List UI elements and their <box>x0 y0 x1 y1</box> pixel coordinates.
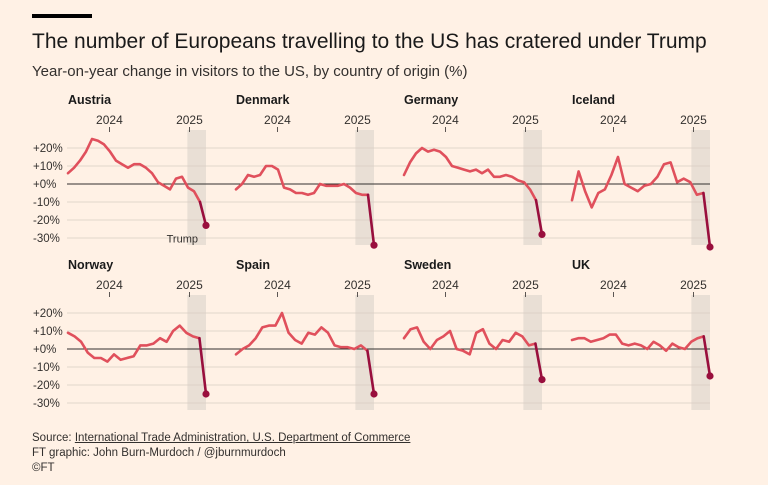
chart-title: The number of Europeans travelling to th… <box>32 30 707 53</box>
x-tick-label: 2024 <box>96 278 123 292</box>
series-line <box>402 146 538 202</box>
panel-title: UK <box>572 258 590 272</box>
x-tick-label: 2024 <box>600 278 627 292</box>
y-tick-label: +0% <box>33 179 56 191</box>
x-tick-label: 2025 <box>512 278 539 292</box>
y-tick-label: +10% <box>33 161 63 173</box>
panel-denmark: Denmark 2024 2025 <box>234 93 378 249</box>
y-tick-label: -30% <box>33 398 60 410</box>
y-tick-label: -10% <box>33 362 60 374</box>
panel-germany: Germany 2024 2025 <box>402 93 546 245</box>
latest-point <box>706 243 714 251</box>
shade-2025 <box>187 295 206 410</box>
recent-drop-line <box>534 198 544 236</box>
recent-drop-line <box>198 200 208 227</box>
recent-drop-line <box>702 335 712 378</box>
latest-point <box>370 241 378 249</box>
shade-2025 <box>187 130 206 245</box>
ft-top-rule <box>32 14 92 18</box>
panel-uk: UK 2024 2025 <box>570 258 714 410</box>
shade-2025 <box>691 295 710 410</box>
x-tick-label: 2024 <box>264 113 291 127</box>
y-tick-label: -20% <box>33 215 60 227</box>
y-tick-label: -20% <box>33 380 60 392</box>
panel-iceland: Iceland 2024 2025 <box>570 93 714 251</box>
y-tick-label: -10% <box>33 197 60 209</box>
copyright: ©FT <box>32 462 55 474</box>
latest-point <box>538 376 546 384</box>
y-tick-label: +20% <box>33 308 63 320</box>
x-tick-label: 2024 <box>432 113 459 127</box>
latest-point <box>370 390 378 398</box>
recent-drop-line <box>534 342 544 381</box>
shade-2025 <box>523 295 542 410</box>
source-prefix: Source: <box>32 432 75 444</box>
panel-title: Iceland <box>572 93 615 107</box>
latest-point <box>202 390 210 398</box>
x-tick-label: 2025 <box>344 278 371 292</box>
y-tick-label: +20% <box>33 143 63 155</box>
x-tick-label: 2025 <box>344 113 371 127</box>
latest-point <box>706 372 714 380</box>
recent-drop-line <box>702 191 712 249</box>
x-tick-label: 2025 <box>176 278 203 292</box>
latest-point <box>202 221 210 229</box>
panel-title: Germany <box>404 93 458 107</box>
x-tick-label: 2024 <box>96 113 123 127</box>
series-line <box>66 324 201 363</box>
latest-point <box>538 230 546 238</box>
panel-title: Sweden <box>404 258 451 272</box>
x-tick-label: 2025 <box>176 113 203 127</box>
shade-2025 <box>523 130 542 245</box>
series-line <box>570 333 706 353</box>
series-line <box>234 164 370 197</box>
panel-title: Spain <box>236 258 270 272</box>
series-line <box>234 311 369 356</box>
series-line <box>66 137 202 204</box>
shade-2025 <box>355 295 374 410</box>
panel-norway: Norway 2024 2025 <box>66 258 210 410</box>
series-line <box>570 155 705 209</box>
y-tick-label: +0% <box>33 344 56 356</box>
x-tick-label: 2025 <box>680 278 707 292</box>
recent-drop-line <box>366 193 376 247</box>
panel-title: Austria <box>68 93 112 107</box>
source-line: Source: International Trade Administrati… <box>32 431 410 446</box>
panel-sweden: Sweden 2024 2025 <box>402 258 546 410</box>
panel-spain: Spain 2024 2025 <box>234 258 378 410</box>
x-tick-label: 2024 <box>600 113 627 127</box>
y-tick-label: -30% <box>33 233 60 245</box>
x-tick-label: 2024 <box>264 278 291 292</box>
series-line <box>402 326 537 356</box>
small-multiples-chart: +20% +10% +0% -10% -20% -30% +20% +10% +0% -10% -2… <box>33 93 714 410</box>
graphic-credit: FT graphic: John Burn-Murdoch / @jburnmu… <box>32 447 286 459</box>
source-link[interactable]: International Trade Administration, U.S.… <box>74 432 411 444</box>
trump-annotation: Trump <box>167 233 198 245</box>
recent-drop-line <box>366 349 376 396</box>
panel-austria: Austria 2024 2025 Trump <box>66 93 210 245</box>
x-tick-label: 2025 <box>680 113 707 127</box>
x-tick-label: 2024 <box>432 278 459 292</box>
panel-title: Denmark <box>236 93 290 107</box>
x-tick-label: 2025 <box>512 113 539 127</box>
chart-footer: Source: International Trade Administrati… <box>32 431 410 476</box>
panel-title: Norway <box>68 258 113 272</box>
recent-drop-line <box>198 336 208 396</box>
y-tick-label: +10% <box>33 326 63 338</box>
chart-subtitle: Year-on-year change in visitors to the U… <box>32 63 468 80</box>
